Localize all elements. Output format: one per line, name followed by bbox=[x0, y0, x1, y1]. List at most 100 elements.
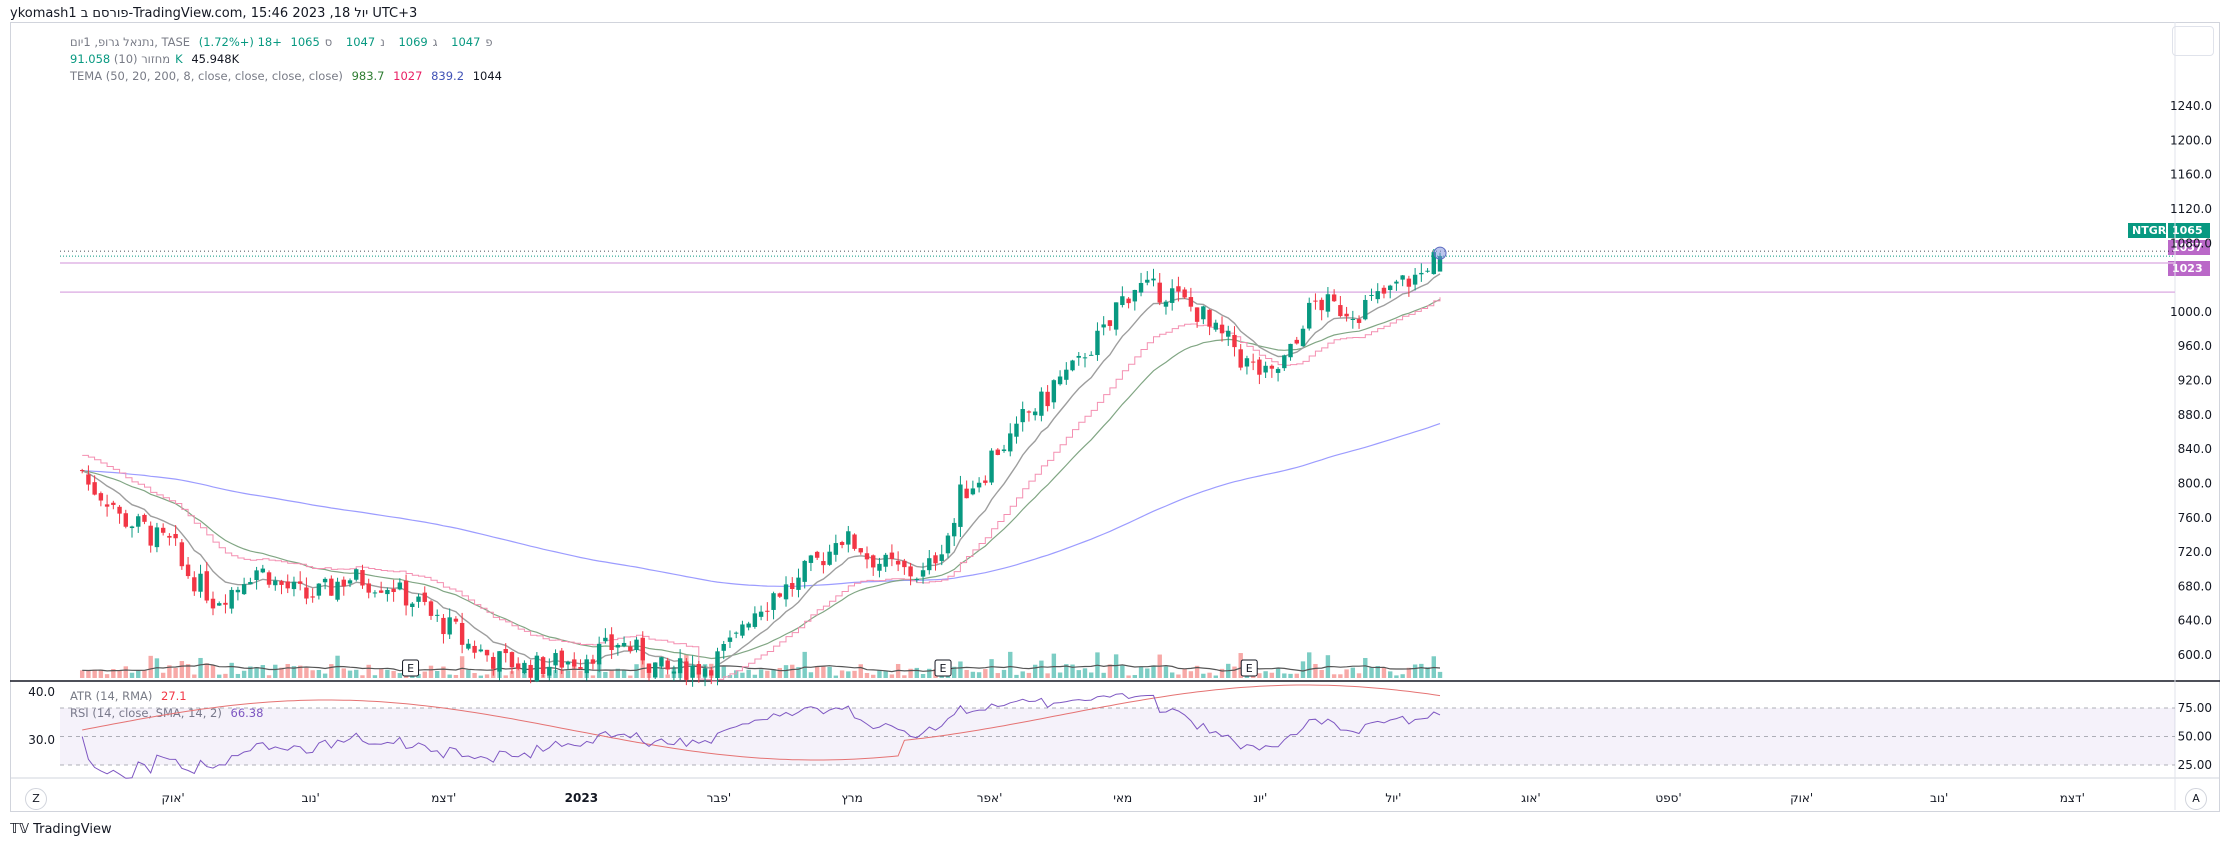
candle-body bbox=[441, 617, 446, 635]
candle-body bbox=[709, 670, 714, 676]
volume-bar bbox=[1138, 666, 1144, 678]
candle-body bbox=[1107, 320, 1113, 326]
candle-body bbox=[79, 470, 85, 472]
symbol-title[interactable]: נתנאל גרופ, 1יום, TASE bbox=[70, 35, 191, 49]
candle-body bbox=[1394, 281, 1399, 284]
candle-body bbox=[833, 543, 839, 555]
volume-title[interactable]: מחזור (10) bbox=[113, 52, 171, 66]
y-tick-label: 760.0 bbox=[2178, 511, 2212, 525]
candle-body bbox=[160, 527, 166, 533]
volume-bar bbox=[1163, 666, 1169, 678]
volume-bar bbox=[802, 651, 807, 678]
volume-bar bbox=[422, 671, 427, 678]
volume-bar bbox=[1400, 674, 1405, 678]
candle-body bbox=[871, 555, 876, 568]
rsi-title[interactable]: RSI (14, close, SMA, 14, 2) bbox=[70, 706, 222, 720]
volume-bar bbox=[970, 671, 976, 678]
volume-bar bbox=[883, 670, 888, 678]
tema-slow-line bbox=[82, 423, 1441, 587]
candle-body bbox=[266, 572, 272, 585]
volume-bar bbox=[1406, 667, 1412, 678]
candle-body bbox=[814, 551, 820, 558]
volume-bar bbox=[1014, 674, 1019, 678]
volume-bar bbox=[167, 665, 172, 678]
candle-body bbox=[540, 657, 546, 675]
candle-body bbox=[291, 581, 297, 590]
candle-body bbox=[86, 474, 91, 485]
candle-body bbox=[422, 592, 427, 602]
volume-bar bbox=[995, 673, 1000, 678]
candle-body bbox=[1026, 411, 1032, 413]
volume-bar bbox=[1201, 673, 1206, 678]
volume-bar bbox=[771, 669, 776, 678]
tema-step-line bbox=[82, 297, 1441, 682]
volume-bar bbox=[1387, 671, 1393, 678]
high-value: ג1069 bbox=[398, 35, 438, 49]
atr-scale-40: 40.0 bbox=[28, 685, 55, 699]
earnings-marker-label: E bbox=[940, 662, 947, 675]
volume-bar bbox=[86, 670, 91, 678]
volume-bar bbox=[1356, 673, 1362, 678]
log-scale-toggle[interactable]: Z bbox=[25, 788, 47, 810]
volume-bar bbox=[229, 662, 234, 678]
volume-bar bbox=[902, 675, 907, 678]
candle-body bbox=[615, 644, 621, 648]
volume-bar bbox=[435, 670, 440, 678]
candle-body bbox=[1014, 423, 1019, 437]
volume-bar bbox=[1188, 671, 1194, 678]
candle-body bbox=[1120, 296, 1125, 306]
chart-settings-button[interactable] bbox=[2172, 26, 2214, 56]
tema-value-1: 983.7 bbox=[351, 69, 385, 83]
candle-body bbox=[1269, 365, 1275, 369]
volume-bar bbox=[765, 670, 770, 678]
candle-body bbox=[933, 555, 938, 564]
candle-body bbox=[1325, 294, 1331, 312]
volume-bar bbox=[1008, 651, 1013, 678]
candle-body bbox=[148, 525, 153, 546]
candle-body bbox=[1145, 279, 1150, 283]
candle-body bbox=[1375, 291, 1380, 300]
candle-body bbox=[634, 639, 639, 650]
candle-body bbox=[758, 611, 764, 617]
atr-title[interactable]: ATR (14, RMA) bbox=[70, 689, 153, 703]
volume-bar bbox=[958, 661, 963, 678]
candle-body bbox=[1381, 287, 1387, 294]
volume-bar bbox=[1039, 660, 1044, 678]
volume-bar bbox=[441, 666, 446, 678]
rsi-axis-label: 75.00 bbox=[2178, 701, 2212, 715]
volume-bar bbox=[1120, 664, 1125, 678]
volume-bar bbox=[590, 675, 596, 678]
candle-body bbox=[142, 514, 147, 522]
auto-scale-toggle[interactable]: A bbox=[2185, 788, 2207, 810]
candle-body bbox=[740, 624, 745, 636]
candle-body bbox=[1032, 411, 1038, 416]
y-tick-label: 840.0 bbox=[2178, 442, 2212, 456]
last-price-label: 1065 bbox=[2168, 223, 2210, 238]
volume-bar bbox=[1294, 673, 1299, 678]
volume-value: 91.058K bbox=[70, 52, 183, 66]
volume-bar bbox=[1026, 672, 1032, 678]
candle-body bbox=[428, 601, 434, 616]
volume-bar bbox=[1169, 672, 1175, 678]
volume-bar bbox=[1419, 663, 1424, 678]
volume-ma-value: 45.948K bbox=[191, 52, 240, 66]
volume-bar bbox=[1207, 672, 1212, 678]
candle-body bbox=[1213, 322, 1218, 330]
volume-bar bbox=[192, 674, 197, 678]
volume-bar bbox=[385, 669, 390, 678]
candle-body bbox=[721, 644, 726, 651]
candle-body bbox=[1338, 305, 1343, 317]
volume-bar bbox=[1070, 664, 1075, 678]
volume-bar bbox=[1257, 673, 1262, 678]
tema-value-3: 839.2 bbox=[431, 69, 465, 83]
volume-bar bbox=[983, 669, 988, 678]
publish-header: ykomash1 פורסם ב-TradingView.com, יול 18… bbox=[10, 6, 418, 21]
atr-value: 27.1 bbox=[161, 689, 187, 703]
y-tick-label: 1120.0 bbox=[2170, 202, 2212, 216]
tema-title[interactable]: TEMA (50, 20, 200, 8, close, close, clos… bbox=[70, 69, 343, 83]
candle-body bbox=[1151, 278, 1156, 281]
candle-body bbox=[1169, 288, 1175, 303]
candle-body bbox=[223, 602, 228, 605]
candle-body bbox=[858, 548, 863, 553]
